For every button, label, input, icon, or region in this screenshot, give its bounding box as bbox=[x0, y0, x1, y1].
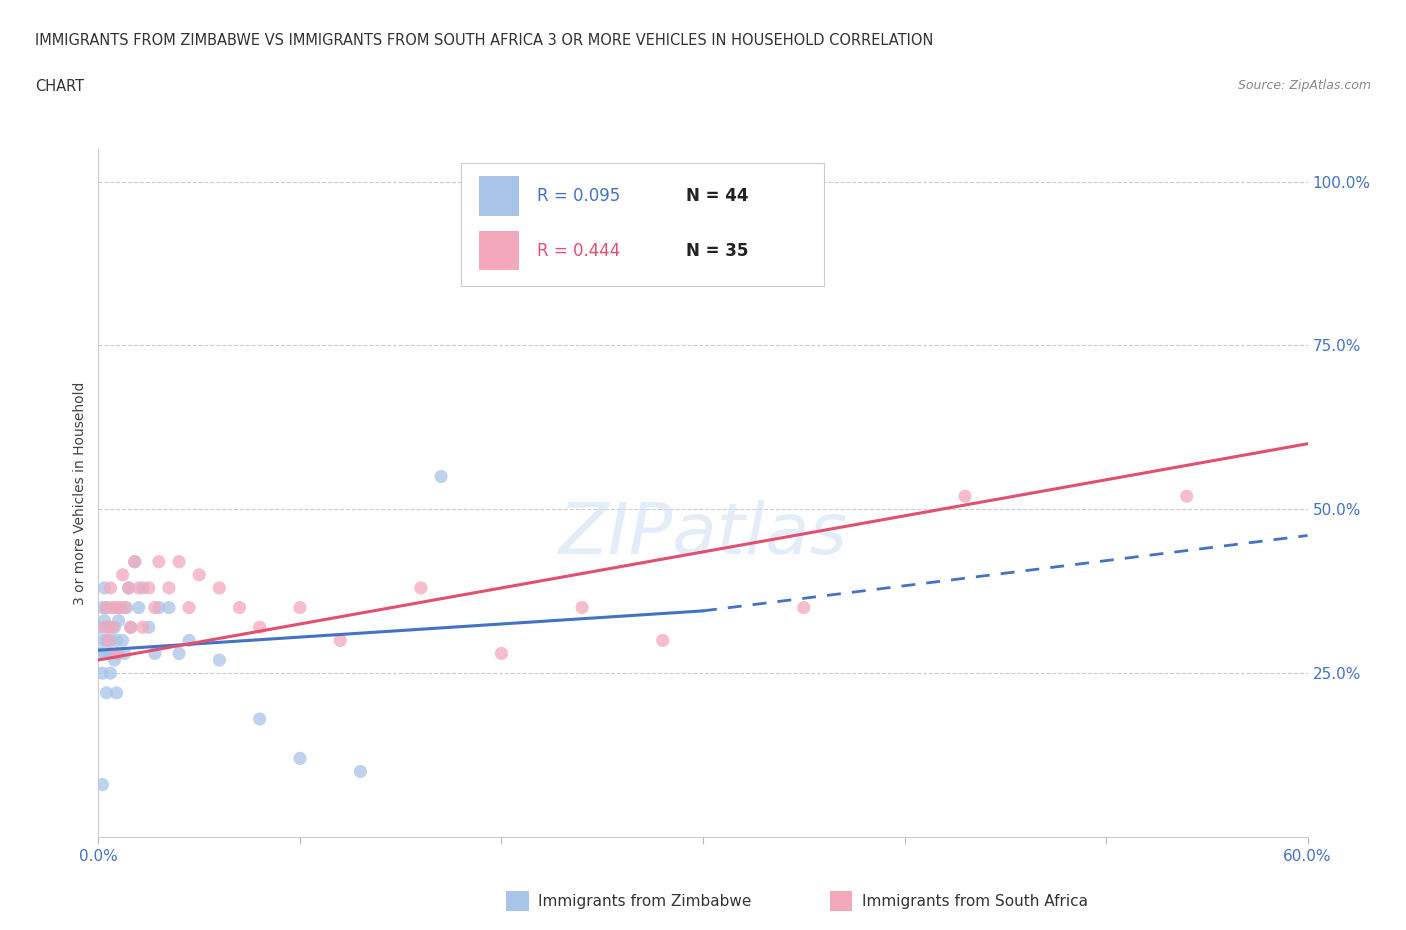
Point bbox=[349, 764, 371, 779]
Point bbox=[107, 613, 129, 628]
Point bbox=[148, 554, 170, 569]
Point bbox=[118, 580, 141, 595]
Point bbox=[179, 633, 201, 648]
Point bbox=[128, 580, 150, 595]
Point bbox=[329, 633, 352, 648]
Point bbox=[100, 633, 122, 648]
Point bbox=[179, 600, 201, 615]
Point bbox=[97, 619, 120, 634]
Point bbox=[208, 653, 231, 668]
Point bbox=[228, 600, 250, 615]
Point bbox=[101, 600, 124, 615]
Point bbox=[188, 567, 211, 582]
Point bbox=[409, 580, 432, 595]
Point bbox=[110, 600, 132, 615]
Point bbox=[97, 633, 120, 648]
Point bbox=[93, 646, 115, 661]
Point bbox=[120, 619, 142, 634]
Point bbox=[105, 633, 128, 648]
Point bbox=[651, 633, 673, 648]
Point bbox=[143, 646, 166, 661]
Point bbox=[100, 666, 122, 681]
Text: ZIPatlas: ZIPatlas bbox=[558, 499, 848, 568]
Point bbox=[167, 646, 190, 661]
Text: IMMIGRANTS FROM ZIMBABWE VS IMMIGRANTS FROM SOUTH AFRICA 3 OR MORE VEHICLES IN H: IMMIGRANTS FROM ZIMBABWE VS IMMIGRANTS F… bbox=[35, 33, 934, 47]
Point bbox=[128, 600, 150, 615]
Point bbox=[91, 666, 114, 681]
Point bbox=[430, 469, 453, 484]
Point bbox=[288, 751, 311, 765]
Point bbox=[1175, 489, 1198, 504]
Point bbox=[96, 633, 118, 648]
Point bbox=[93, 580, 115, 595]
Point bbox=[132, 619, 155, 634]
Point bbox=[89, 619, 111, 634]
Point bbox=[114, 600, 136, 615]
Point bbox=[157, 580, 180, 595]
Point bbox=[114, 646, 136, 661]
Point bbox=[111, 567, 134, 582]
Point bbox=[118, 580, 141, 595]
Point bbox=[491, 272, 513, 287]
Text: Immigrants from South Africa: Immigrants from South Africa bbox=[862, 894, 1088, 909]
Point bbox=[157, 600, 180, 615]
Point bbox=[288, 600, 311, 615]
Point bbox=[103, 600, 125, 615]
Point bbox=[571, 600, 593, 615]
Point bbox=[208, 580, 231, 595]
Point bbox=[249, 619, 271, 634]
Point bbox=[132, 580, 155, 595]
Point bbox=[491, 646, 513, 661]
Point bbox=[101, 646, 124, 661]
Point bbox=[105, 685, 128, 700]
Point bbox=[107, 646, 129, 661]
Text: Immigrants from Zimbabwe: Immigrants from Zimbabwe bbox=[538, 894, 752, 909]
Point bbox=[793, 600, 815, 615]
Point bbox=[89, 646, 111, 661]
Point bbox=[105, 646, 128, 661]
Point bbox=[101, 619, 124, 634]
Point bbox=[103, 619, 125, 634]
Text: CHART: CHART bbox=[35, 79, 84, 94]
Point bbox=[124, 554, 146, 569]
Point bbox=[93, 613, 115, 628]
Point bbox=[111, 633, 134, 648]
Point bbox=[91, 600, 114, 615]
Point bbox=[249, 711, 271, 726]
Point bbox=[96, 600, 118, 615]
Point bbox=[143, 600, 166, 615]
Point bbox=[138, 580, 160, 595]
Point bbox=[100, 580, 122, 595]
Point bbox=[97, 646, 120, 661]
Point bbox=[103, 653, 125, 668]
Point bbox=[120, 619, 142, 634]
Point bbox=[167, 554, 190, 569]
Point bbox=[93, 619, 115, 634]
Point bbox=[91, 633, 114, 648]
Point bbox=[107, 600, 129, 615]
Point bbox=[96, 685, 118, 700]
Point bbox=[91, 777, 114, 792]
Point bbox=[148, 600, 170, 615]
Point bbox=[96, 600, 118, 615]
Point bbox=[138, 619, 160, 634]
Text: Source: ZipAtlas.com: Source: ZipAtlas.com bbox=[1237, 79, 1371, 92]
Point bbox=[115, 600, 138, 615]
Point bbox=[124, 554, 146, 569]
Point bbox=[953, 489, 976, 504]
Y-axis label: 3 or more Vehicles in Household: 3 or more Vehicles in Household bbox=[73, 381, 87, 604]
